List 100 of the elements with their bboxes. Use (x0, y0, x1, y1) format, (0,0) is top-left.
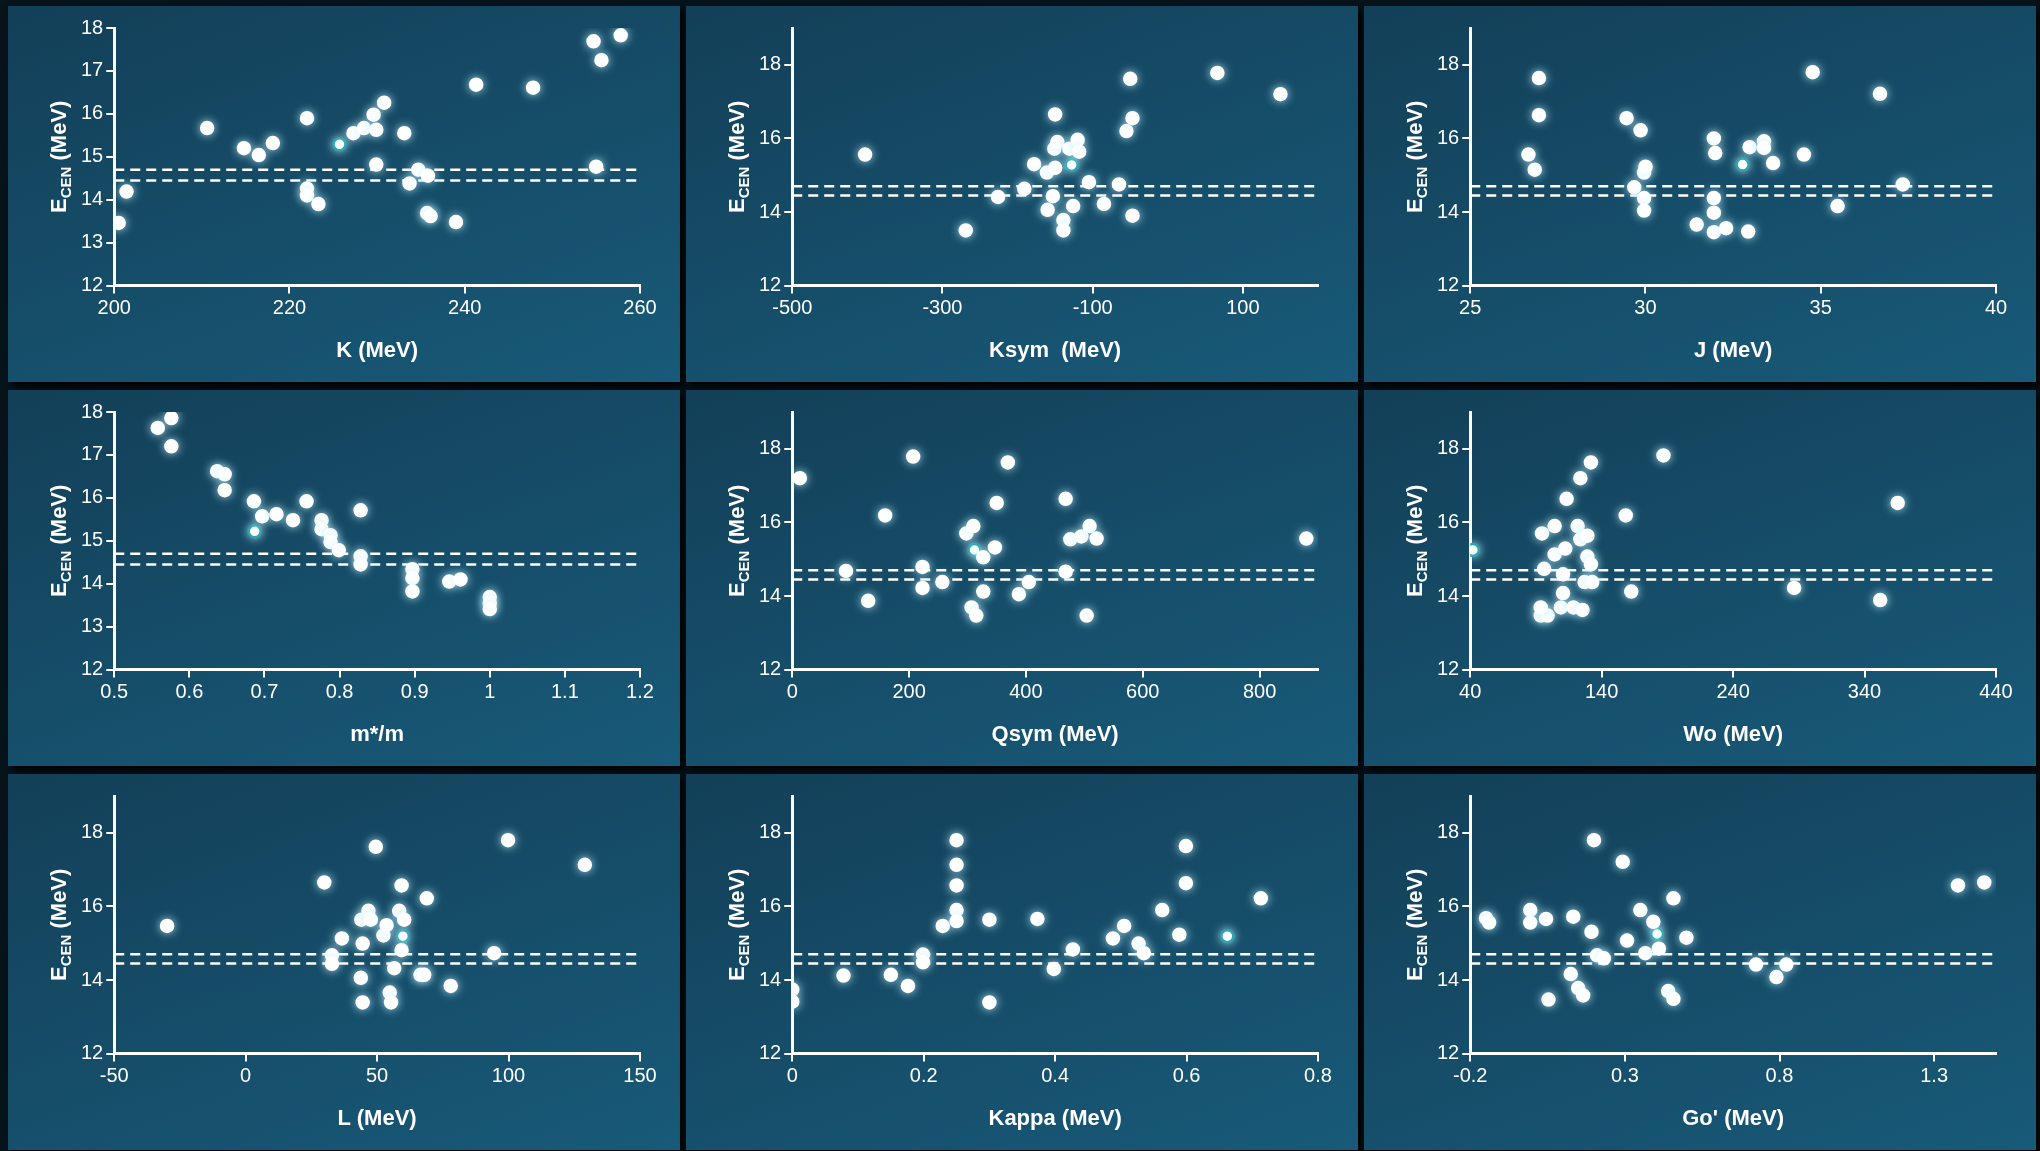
y-tick-label: 14 (759, 583, 782, 606)
y-tick-label: 18 (81, 15, 104, 38)
x-axis-title: Go' (MeV) (1682, 1104, 1785, 1130)
x-tick-label: 0.8 (1765, 1064, 1794, 1087)
y-tick-label: 12 (81, 657, 104, 680)
y-tick-label: 16 (1437, 509, 1460, 532)
x-tick-label: 0.6 (175, 680, 204, 703)
x-tick-label: 240 (448, 296, 482, 319)
x-tick-label: 0.8 (1304, 1064, 1332, 1087)
x-tick-label: 150 (623, 1064, 657, 1087)
y-tick-label: 12 (759, 273, 782, 296)
y-tick-label: 18 (1437, 52, 1460, 75)
y-tick-label: 18 (1437, 820, 1460, 843)
y-tick-label: 14 (1437, 967, 1460, 990)
x-axis-title: K (MeV) (336, 336, 419, 362)
y-tick-label: 17 (81, 442, 104, 465)
x-tick-label: 1 (484, 680, 496, 703)
x-tick-label: 0 (786, 1064, 798, 1087)
y-tick-label: 18 (759, 436, 782, 459)
y-tick-label: 16 (759, 509, 782, 532)
x-tick-label: 0 (240, 1064, 252, 1087)
y-axis-title: ECEN (MeV) (1402, 484, 1430, 597)
x-axis-title: m*/m (350, 720, 405, 746)
x-tick-label: 800 (1242, 680, 1277, 703)
y-tick-label: 13 (81, 230, 104, 253)
x-axis-title: Qsym (MeV) (991, 720, 1119, 746)
x-tick-label: 0.8 (325, 680, 354, 703)
x-tick-label: 40 (1984, 296, 2008, 319)
y-tick-label: 18 (81, 399, 104, 422)
y-tick-label: 13 (81, 614, 104, 637)
y-tick-label: 14 (1437, 199, 1460, 222)
x-tick-label: -500 (772, 296, 813, 319)
y-axis-title: ECEN (MeV) (724, 868, 752, 981)
y-tick-label: 15 (81, 528, 104, 551)
x-tick-label: 0.4 (1041, 1064, 1070, 1087)
x-tick-label: 260 (623, 296, 657, 319)
y-tick-label: 14 (759, 199, 782, 222)
x-tick-label: 140 (1585, 680, 1619, 703)
y-tick-label: 12 (1437, 273, 1460, 296)
x-axis-title: J (MeV) (1694, 336, 1773, 362)
y-tick-label: 12 (81, 1041, 104, 1064)
y-tick-label: 12 (1437, 657, 1460, 680)
x-tick-label: 0.6 (1172, 1064, 1201, 1087)
x-tick-label: 200 (892, 680, 926, 703)
x-axis-title: Wo (MeV) (1683, 720, 1784, 746)
y-tick-label: 15 (81, 144, 104, 167)
y-axis-title: ECEN (MeV) (724, 484, 752, 597)
y-tick-label: 16 (81, 485, 104, 508)
x-tick-label: 220 (272, 296, 307, 319)
y-tick-label: 12 (1437, 1041, 1460, 1064)
y-tick-label: 12 (759, 1041, 782, 1064)
y-tick-label: 14 (81, 571, 104, 594)
x-tick-label: 50 (366, 1064, 389, 1087)
x-tick-label: 340 (1847, 680, 1882, 703)
x-tick-label: 30 (1634, 296, 1657, 319)
y-tick-label: 12 (81, 273, 104, 296)
y-tick-label: 16 (81, 101, 104, 124)
x-tick-label: 25 (1459, 296, 1482, 319)
y-axis-title: ECEN (MeV) (1402, 868, 1430, 981)
x-tick-label: -300 (922, 296, 963, 319)
x-tick-label: 0.3 (1610, 1064, 1639, 1087)
x-tick-label: 0.7 (250, 680, 279, 703)
y-tick-label: 16 (81, 893, 104, 916)
x-tick-label: -100 (1072, 296, 1113, 319)
x-tick-label: 100 (491, 1064, 526, 1087)
y-axis-title: ECEN (MeV) (46, 868, 74, 981)
y-tick-label: 17 (81, 58, 104, 81)
y-tick-label: 16 (759, 893, 782, 916)
y-tick-label: 18 (759, 820, 782, 843)
x-tick-label: 0.2 (909, 1064, 938, 1087)
x-tick-label: 1.1 (550, 680, 579, 703)
y-axis-title: ECEN (MeV) (724, 100, 752, 213)
x-tick-label: 40 (1459, 680, 1482, 703)
y-tick-label: 16 (759, 125, 782, 148)
x-tick-label: 200 (97, 296, 131, 319)
y-tick-label: 18 (1437, 436, 1460, 459)
y-axis-title: ECEN (MeV) (46, 100, 74, 213)
x-tick-label: 0.5 (100, 680, 129, 703)
x-tick-label: 35 (1809, 296, 1832, 319)
x-tick-label: 0.9 (400, 680, 429, 703)
y-tick-label: 16 (1437, 893, 1460, 916)
y-tick-label: 18 (81, 820, 104, 843)
x-tick-label: 1.3 (1920, 1064, 1949, 1087)
y-tick-label: 14 (81, 187, 104, 210)
x-tick-label: 400 (1009, 680, 1043, 703)
x-tick-label: 440 (1979, 680, 2013, 703)
x-tick-label: 100 (1226, 296, 1260, 319)
x-axis-title: L (MeV) (337, 1104, 417, 1130)
y-tick-label: 12 (759, 657, 782, 680)
y-tick-label: 14 (759, 967, 782, 990)
x-axis-title: Kappa (MeV) (988, 1104, 1122, 1130)
x-tick-label: -0.2 (1453, 1064, 1488, 1087)
y-tick-label: 14 (81, 967, 104, 990)
x-tick-label: 240 (1716, 680, 1750, 703)
x-tick-label: 1.2 (626, 680, 654, 703)
y-axis-title: ECEN (MeV) (1402, 100, 1430, 213)
y-axis-title: ECEN (MeV) (46, 484, 74, 597)
y-tick-label: 18 (759, 52, 782, 75)
y-tick-label: 16 (1437, 125, 1460, 148)
x-tick-label: 600 (1126, 680, 1160, 703)
